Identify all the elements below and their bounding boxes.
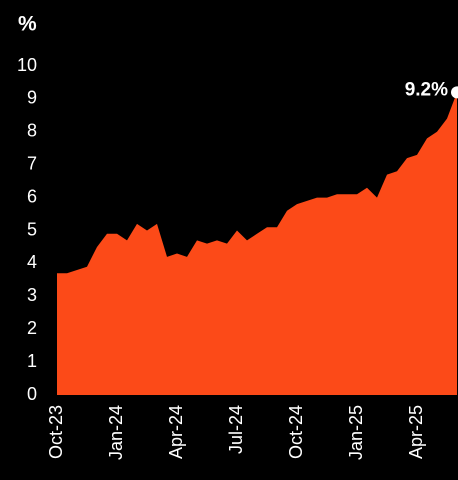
x-tick-label: Oct-24 xyxy=(286,405,306,459)
y-axis-label: % xyxy=(18,13,37,36)
x-tick-label: Jan-24 xyxy=(106,405,126,460)
value-label: 9.2% xyxy=(405,79,448,100)
x-tick-label: Jan-25 xyxy=(346,405,366,460)
y-tick-label: 8 xyxy=(27,121,37,141)
y-tick-label: 3 xyxy=(27,285,37,305)
x-tick-label: Jul-24 xyxy=(226,405,246,454)
y-tick-label: 10 xyxy=(17,55,37,75)
end-point-marker xyxy=(451,86,458,99)
y-tick-label: 7 xyxy=(27,153,37,173)
y-tick-label: 2 xyxy=(27,318,37,338)
y-tick-label: 6 xyxy=(27,186,37,206)
y-tick-label: 1 xyxy=(27,351,37,371)
x-tick-label: Apr-25 xyxy=(406,405,426,459)
y-tick-label: 4 xyxy=(27,252,37,272)
y-tick-label: 0 xyxy=(27,384,37,404)
y-tick-label: 5 xyxy=(27,219,37,239)
x-tick-label: Oct-23 xyxy=(46,405,66,459)
y-tick-label: 9 xyxy=(27,88,37,108)
x-tick-label: Apr-24 xyxy=(166,405,186,459)
area xyxy=(57,92,457,395)
